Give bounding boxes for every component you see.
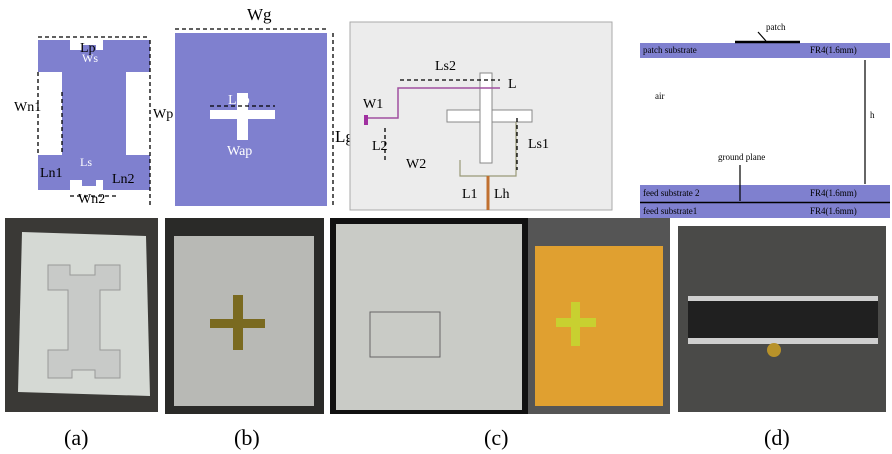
panel-b: Wg Lap Wap Lg	[175, 5, 354, 206]
panel-c: W1 Ls2 L L2 W2 Ls1 L1 Lh	[350, 22, 612, 210]
label: Wp	[153, 107, 173, 122]
board	[336, 224, 522, 410]
label: ground plane	[718, 152, 765, 162]
aperture-photo	[233, 295, 243, 350]
label: Lap	[228, 93, 250, 108]
label: h	[870, 110, 875, 120]
caption: (b)	[234, 425, 260, 450]
panel-a: Lp Ws Wn1 Wp Ln1 Ls Ln2 Wn2	[14, 37, 173, 207]
label: Wap	[227, 144, 252, 159]
label: feed substrate 2	[643, 188, 699, 198]
label: FR4(1.6mm)	[810, 206, 857, 216]
label: Ws	[82, 51, 98, 65]
label: L	[508, 77, 517, 92]
ground-plane	[175, 33, 327, 206]
figure: Lp Ws Wn1 Wp Ln1 Ls Ln2 Wn2 Wg Lap Wap L…	[0, 0, 892, 454]
label: L2	[372, 139, 388, 154]
panel-d: patch patch substrate FR4(1.6mm) air h g…	[640, 22, 890, 218]
label: patch	[766, 22, 786, 32]
caption: (a)	[64, 425, 88, 450]
label: patch substrate	[643, 45, 697, 55]
label: Wn1	[14, 100, 41, 115]
label: Wg	[247, 5, 272, 24]
layer	[688, 296, 878, 301]
label: Ls1	[528, 137, 549, 152]
photos	[5, 218, 886, 414]
label: L1	[462, 187, 478, 202]
caption: (c)	[484, 425, 508, 450]
label: Lh	[494, 187, 510, 202]
label: air	[655, 91, 665, 101]
label: W1	[363, 97, 383, 112]
gap	[688, 300, 878, 340]
label: FR4(1.6mm)	[810, 188, 857, 198]
label: Ls	[80, 155, 92, 169]
slot-photo	[571, 302, 580, 346]
connector	[767, 343, 781, 357]
label: Wn2	[78, 192, 105, 207]
label: Ln2	[112, 172, 135, 187]
label: W2	[406, 157, 426, 172]
page: Lp Ws Wn1 Wp Ln1 Ls Ln2 Wn2 Wg Lap Wap L…	[0, 0, 892, 454]
label: Ls2	[435, 59, 456, 74]
caption: (d)	[764, 425, 790, 450]
label: Ln1	[40, 166, 63, 181]
layer	[688, 338, 878, 344]
slot	[480, 73, 492, 163]
label: feed substrate1	[643, 206, 697, 216]
pointer	[758, 32, 766, 41]
label: FR4(1.6mm)	[810, 45, 857, 55]
board	[535, 246, 663, 406]
